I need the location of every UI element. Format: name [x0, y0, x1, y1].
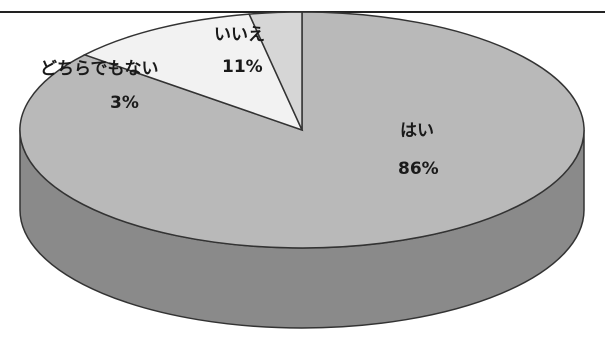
slice-label-neutral-category: どちらでもない	[40, 59, 159, 79]
slice-no	[82, 13, 304, 132]
slice-label-yes-value: 86%	[398, 159, 439, 179]
slice-label-no-category: いいえ	[214, 25, 265, 45]
slice-yes	[19, 11, 585, 249]
slice-neutral	[248, 11, 303, 131]
pie-top-layer	[19, 11, 585, 249]
slice-label-yes-category: はい	[400, 121, 434, 141]
slice-label-neutral-value: 3%	[110, 93, 139, 113]
slice-label-no-value: 11%	[222, 57, 263, 77]
